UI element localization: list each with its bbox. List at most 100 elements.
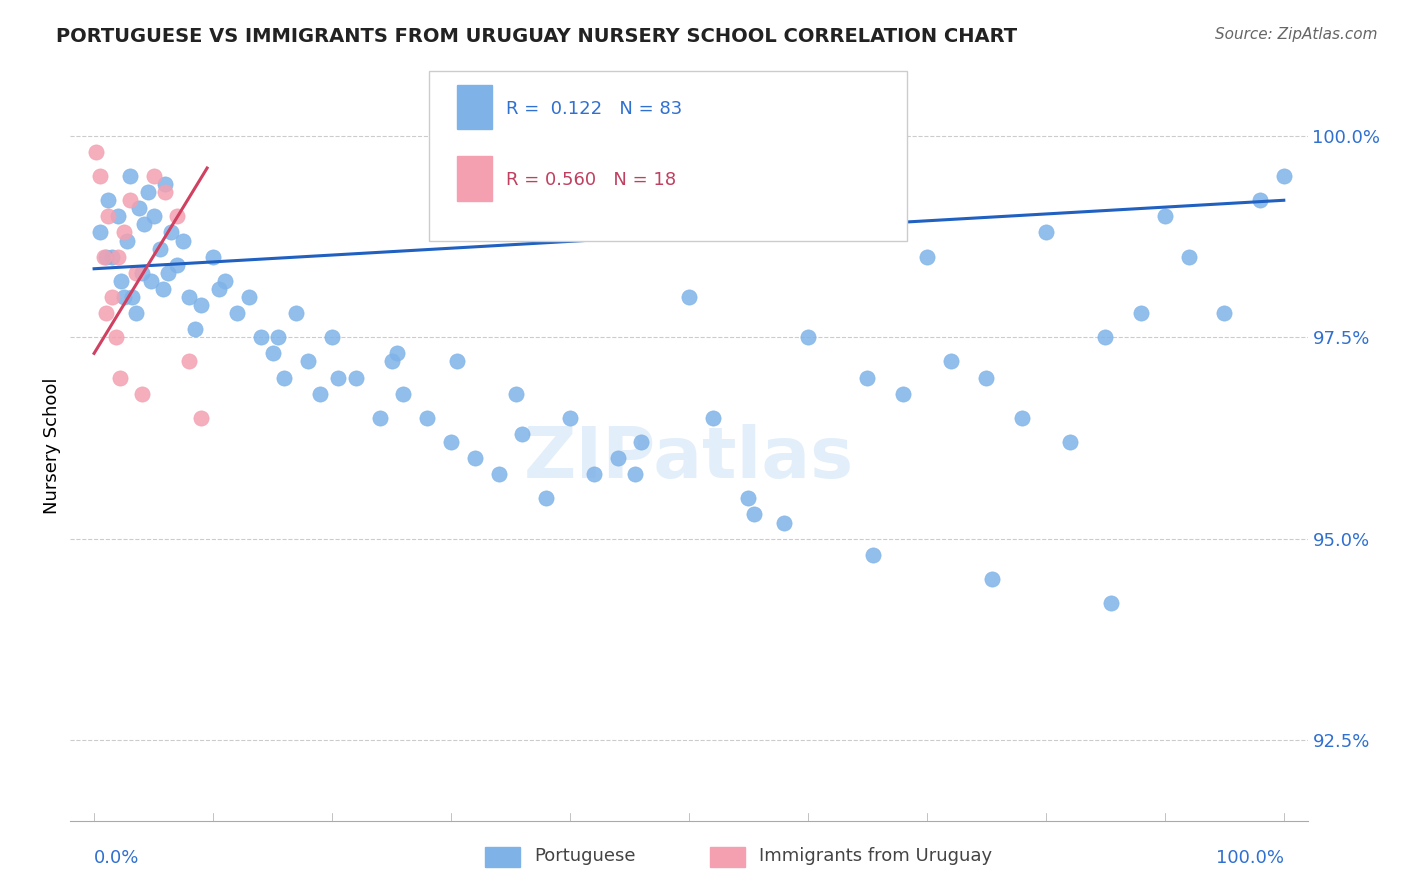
Point [630,434,652,449]
Point [121,290,143,304]
Point [915,250,938,264]
Point [321,330,343,344]
Text: Immigrants from Uruguay: Immigrants from Uruguay [759,847,993,865]
Point [125,266,148,280]
Point [190,410,212,425]
Point [856,370,879,384]
Point [136,185,159,199]
Point [1153,210,1175,224]
Point [267,330,290,344]
Point [238,290,260,304]
Point [118,169,141,183]
Point [152,282,174,296]
Point [1249,194,1271,208]
Text: Source: ZipAtlas.com: Source: ZipAtlas.com [1215,27,1378,42]
Point [262,346,284,360]
Point [416,410,439,425]
Text: ZIPatlas: ZIPatlas [524,424,853,492]
Point [606,451,628,466]
Point [110,370,132,384]
Point [184,322,207,336]
Point [981,572,1004,586]
Point [624,467,647,482]
Point [112,226,135,240]
Point [297,354,319,368]
Point [249,330,271,344]
Point [131,266,153,280]
Point [558,410,581,425]
Point [107,250,129,264]
Point [440,434,463,449]
Point [101,290,124,304]
Point [1094,330,1116,344]
Point [94,306,117,320]
Point [166,258,188,272]
Text: PORTUGUESE VS IMMIGRANTS FROM URUGUAY NURSERY SCHOOL CORRELATION CHART: PORTUGUESE VS IMMIGRANTS FROM URUGUAY NU… [56,27,1018,45]
Point [392,386,415,401]
Point [939,354,962,368]
Point [179,290,201,304]
Point [1011,410,1033,425]
Point [862,548,884,562]
Point [225,306,247,320]
Point [131,386,153,401]
Point [160,226,183,240]
Point [142,210,165,224]
Point [737,491,759,506]
Point [744,508,766,522]
Point [166,210,188,224]
Point [512,426,534,441]
Point [94,250,117,264]
Point [1035,226,1057,240]
Point [107,210,129,224]
Point [112,290,135,304]
Point [1213,306,1236,320]
Point [117,234,139,248]
Point [976,370,998,384]
Point [1099,596,1122,610]
Point [380,354,402,368]
Point [368,410,391,425]
Point [101,250,124,264]
Point [702,410,724,425]
Point [309,386,332,401]
Point [534,491,557,506]
Point [326,370,349,384]
Point [214,274,236,288]
Point [208,282,231,296]
Point [97,194,120,208]
Point [141,274,163,288]
Point [97,210,120,224]
Point [142,169,165,183]
Point [86,145,108,159]
Point [118,194,141,208]
Point [156,266,179,280]
Point [273,370,295,384]
Point [190,298,212,312]
Point [89,169,111,183]
Point [1130,306,1153,320]
Point [125,306,148,320]
Text: 0.0%: 0.0% [94,849,139,867]
Point [891,386,914,401]
Point [797,330,820,344]
Point [1059,434,1081,449]
Point [446,354,468,368]
Point [179,354,201,368]
Point [488,467,510,482]
Point [148,242,170,256]
Text: Nursery School: Nursery School [44,377,62,515]
Text: R = 0.560   N = 18: R = 0.560 N = 18 [506,171,676,189]
Point [678,290,700,304]
Point [1177,250,1199,264]
Point [155,185,177,199]
Point [172,234,194,248]
Point [89,226,111,240]
Text: Portuguese: Portuguese [534,847,636,865]
Point [1272,169,1295,183]
Text: 100.0%: 100.0% [1216,849,1284,867]
Point [110,274,132,288]
Point [104,330,127,344]
Point [387,346,409,360]
Point [582,467,605,482]
